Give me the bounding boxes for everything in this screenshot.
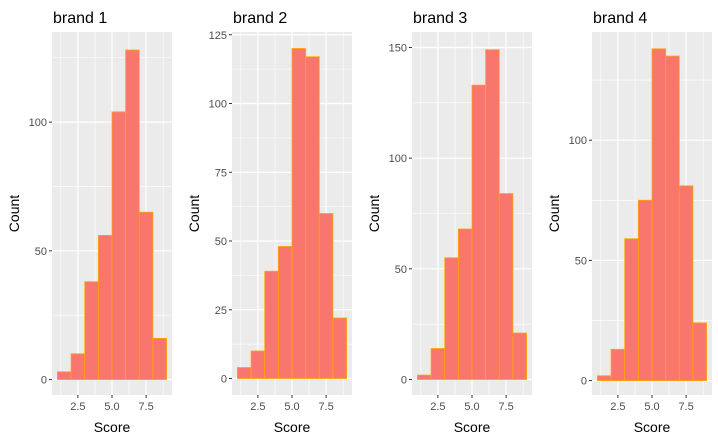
y-tick-label: 50 bbox=[395, 264, 407, 276]
x-tick-label: 7.5 bbox=[138, 401, 153, 413]
x-axis-label: Score bbox=[634, 419, 671, 435]
histogram-bar bbox=[417, 374, 432, 380]
y-tick-label: 0 bbox=[401, 375, 407, 387]
y-tick-label: 0 bbox=[41, 375, 47, 387]
histogram-bar bbox=[237, 367, 252, 379]
y-tick-label: 50 bbox=[575, 255, 587, 267]
histogram-bar bbox=[70, 353, 86, 380]
histogram-bar bbox=[457, 228, 473, 380]
x-tick-label: 5.0 bbox=[644, 401, 659, 413]
histogram-bar bbox=[624, 238, 639, 381]
y-axis-label: Count bbox=[6, 195, 22, 232]
histogram-bar bbox=[485, 49, 500, 380]
x-tick-label: 2.5 bbox=[610, 401, 625, 413]
y-axis-label: Count bbox=[366, 195, 382, 232]
histogram-bar bbox=[84, 281, 99, 380]
y-tick-label: 25 bbox=[215, 305, 227, 317]
histogram-bar bbox=[305, 56, 320, 379]
x-tick-label: 2.5 bbox=[70, 401, 85, 413]
x-tick-label: 2.5 bbox=[250, 401, 265, 413]
histogram-bar bbox=[665, 55, 680, 381]
histogram-bar bbox=[97, 234, 113, 380]
chart-panel-2: 2.5 5.0 7.5 0 25 50 75 100 125 brand 2 Score Count bbox=[186, 10, 352, 435]
y-tick-label: 100 bbox=[209, 99, 227, 111]
x-tick-label: 5.0 bbox=[284, 401, 299, 413]
y-axis-label: Count bbox=[186, 195, 202, 232]
y-tick-label: 100 bbox=[389, 153, 407, 165]
chart-title: brand 3 bbox=[413, 10, 467, 27]
histogram-bar bbox=[471, 84, 487, 380]
histogram-bar bbox=[318, 213, 334, 379]
x-tick-label: 5.0 bbox=[464, 401, 479, 413]
histogram-bar bbox=[57, 371, 72, 380]
histogram-bar bbox=[444, 257, 459, 380]
histogram-bar bbox=[111, 111, 127, 380]
y-tick-label: 0 bbox=[221, 374, 227, 386]
histogram-bar bbox=[512, 332, 527, 380]
x-axis-label: Score bbox=[94, 419, 131, 435]
chart-title: brand 2 bbox=[233, 10, 287, 27]
chart-panel-4: 2.5 5.0 7.5 0 50 100 brand 4 Score Count bbox=[546, 10, 712, 435]
histogram-bar bbox=[138, 211, 154, 380]
y-tick-label: 100 bbox=[29, 117, 47, 129]
y-tick-label: 75 bbox=[215, 167, 227, 179]
x-axis-label: Score bbox=[274, 419, 311, 435]
histogram-bar bbox=[678, 185, 694, 381]
histogram-bar bbox=[291, 48, 307, 379]
histogram-bar bbox=[264, 270, 279, 379]
x-tick-label: 5.0 bbox=[104, 401, 119, 413]
chart-title: brand 1 bbox=[53, 10, 107, 27]
histogram-bar bbox=[125, 49, 140, 380]
histogram-bar bbox=[277, 246, 293, 379]
y-tick-label: 150 bbox=[389, 42, 407, 54]
histogram-bar bbox=[430, 348, 446, 380]
histogram-bar bbox=[651, 48, 667, 381]
x-axis-label: Score bbox=[454, 419, 491, 435]
histogram-bar bbox=[597, 375, 612, 381]
y-tick-label: 125 bbox=[209, 30, 227, 42]
y-axis-label: Count bbox=[546, 195, 562, 232]
histogram-bar bbox=[692, 322, 707, 381]
histogram-bar bbox=[637, 199, 653, 381]
y-tick-label: 50 bbox=[35, 246, 47, 258]
x-tick-label: 7.5 bbox=[678, 401, 693, 413]
histogram-bar bbox=[498, 193, 514, 380]
x-tick-label: 2.5 bbox=[430, 401, 445, 413]
y-tick-label: 100 bbox=[569, 135, 587, 147]
x-tick-label: 7.5 bbox=[318, 401, 333, 413]
x-tick-label: 7.5 bbox=[498, 401, 513, 413]
chart-title: brand 4 bbox=[593, 10, 647, 27]
chart-panel-1: 2.5 5.0 7.5 0 50 100 brand 1 Score Count bbox=[6, 10, 172, 435]
chart-panel-3: 2.5 5.0 7.5 0 50 100 150 brand 3 Score Count bbox=[366, 10, 532, 435]
histogram-bar bbox=[250, 350, 266, 379]
y-tick-label: 50 bbox=[215, 236, 227, 248]
histogram-bar bbox=[610, 348, 626, 381]
histogram-bar bbox=[152, 337, 167, 380]
histogram-bar bbox=[332, 317, 347, 379]
y-tick-label: 0 bbox=[581, 376, 587, 388]
